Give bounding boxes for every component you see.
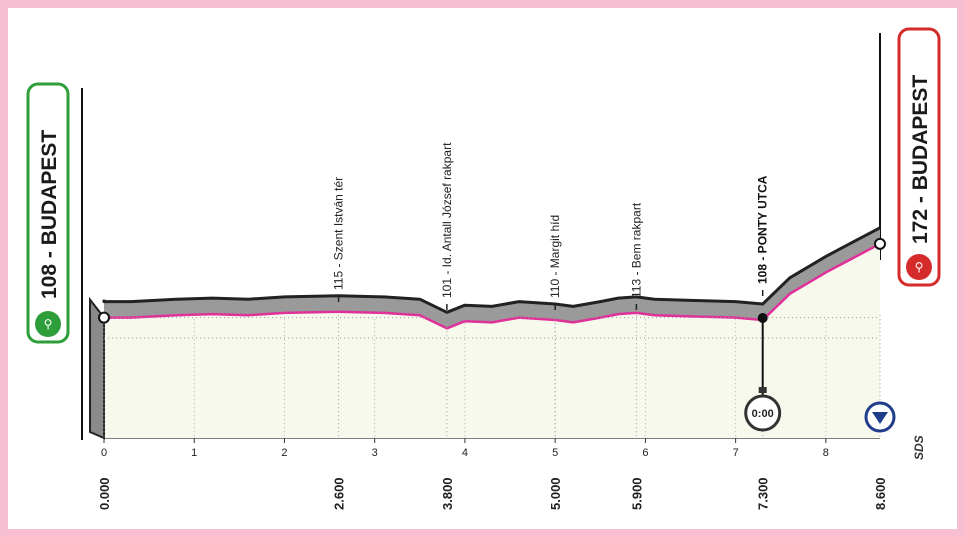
km-tick-label: 8 — [823, 447, 829, 459]
km-tick-label: 7 — [733, 447, 739, 459]
finish-cyclist-glyph: ⚲ — [915, 260, 924, 274]
road-band — [104, 227, 880, 329]
marks-layer — [98, 237, 886, 396]
start-badge-frame — [26, 82, 70, 344]
start-badge: ⚲ 108 - BUDAPEST — [26, 82, 70, 344]
km-tick-label: 2 — [281, 447, 287, 459]
waypoint-label: 108 - PONTY UTCA — [756, 175, 770, 284]
distance-marker-label: 7.300 — [756, 477, 771, 510]
distance-marker-label: 0.000 — [97, 477, 112, 510]
waypoint-labels-layer: 115 - Szent István tér 101 - Id. Antall J… — [332, 142, 770, 310]
waypoint-label: 115 - Szent István tér — [332, 177, 346, 290]
km-tick-label: 5 — [552, 447, 558, 459]
stage-profile-panel: 0 1 2 3 4 5 6 7 8 ⚲ 108 - BUDAPEST ⚲ 172 - BUDAP… — [8, 8, 957, 529]
start-city: BUDAPEST — [38, 130, 61, 246]
km-tick-label: 3 — [372, 447, 378, 459]
distance-marker-label: 5.000 — [548, 477, 563, 510]
distance-marker-label: 5.900 — [629, 477, 644, 510]
km-ticks-layer: 0 1 2 3 4 5 6 7 8 — [101, 438, 829, 459]
finish-badge-frame — [897, 27, 941, 287]
finish-city: BUDAPEST — [909, 75, 932, 191]
start-cyclist-icon — [35, 311, 61, 337]
waypoint-label: 110 - Margit híd — [548, 215, 562, 298]
finish-label: 172 - BUDAPEST — [909, 75, 932, 244]
distance-markers-layer: 0.000 2.600 3.800 5.000 5.900 7.300 8.600 — [97, 477, 888, 510]
finish-cyclist-icon — [906, 254, 932, 280]
distance-marker-label: 2.600 — [332, 477, 347, 510]
km-tick-label: 6 — [642, 447, 648, 459]
km-tick-label: 1 — [191, 447, 197, 459]
finish-altitude: 172 — [909, 209, 932, 244]
start-cyclist-glyph: ⚲ — [44, 317, 53, 331]
timecheck-label: 0:00 — [752, 408, 774, 420]
waypoint-label: 113 - Bem rakpart — [629, 202, 643, 298]
start-point — [98, 311, 110, 324]
finish-point — [874, 237, 886, 250]
elevation-profile-chart: 0 1 2 3 4 5 6 7 8 ⚲ 108 - BUDAPEST ⚲ 172 - BUDAP… — [26, 27, 941, 510]
start-label: 108 - BUDAPEST — [38, 130, 61, 299]
distance-marker-label: 8.600 — [873, 477, 888, 510]
start-separator: - — [38, 245, 61, 264]
profile-area-layer — [89, 226, 881, 440]
waypoint-label: 101 - Id. Antall József rakpart — [440, 142, 454, 298]
finish-badge: ⚲ 172 - BUDAPEST — [897, 27, 941, 287]
finish-separator: - — [909, 190, 932, 209]
timecheck-stopwatch-icon: 0:00 — [744, 387, 782, 432]
km-tick-label: 0 — [101, 447, 107, 459]
profile-fill — [104, 243, 880, 438]
road-band-edge — [102, 226, 881, 314]
timecheck-point — [757, 313, 768, 323]
sds-logo: SDS — [912, 435, 926, 460]
km-tick-label: 4 — [462, 447, 468, 459]
finish-marker-icon — [864, 401, 896, 433]
start-altitude: 108 — [38, 264, 61, 299]
distance-marker-label: 3.800 — [440, 477, 455, 510]
